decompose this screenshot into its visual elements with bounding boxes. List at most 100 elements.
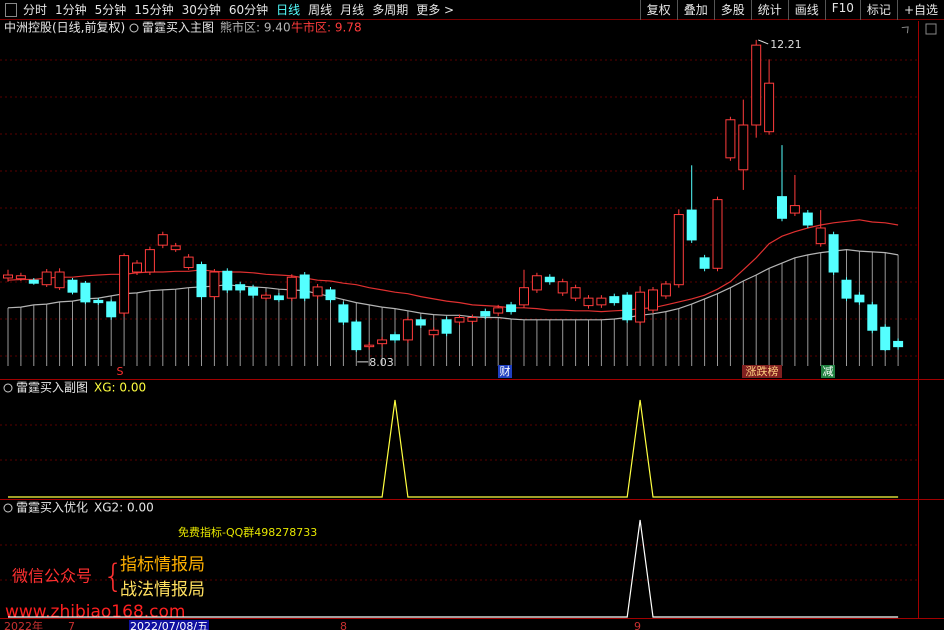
bear-zone: 熊市区: 9.40 xyxy=(220,20,291,35)
candle-body xyxy=(467,317,478,322)
tool-button[interactable]: 叠加 xyxy=(676,0,714,20)
qq-note: 免费指标-QQ群498278733 xyxy=(178,525,317,539)
sub-readout: XG: 0.00 xyxy=(94,381,146,395)
promo-line: 战法情报局 xyxy=(120,580,205,600)
event-bg xyxy=(821,365,835,378)
collapse-icon[interactable] xyxy=(129,23,139,33)
tool-button[interactable]: 统计 xyxy=(750,0,788,20)
candle-body xyxy=(519,287,529,306)
date-cursor-bg xyxy=(129,620,209,630)
event-marker: 涨跌榜 xyxy=(746,364,779,378)
candle-body xyxy=(325,289,336,301)
candle-body xyxy=(454,317,465,323)
sub-title: 雷霆买入优化 xyxy=(16,501,88,515)
period-tabs: 分时 1分钟 5分钟 15分钟 30分钟 60分钟 日线 周线 月线 多周期 更多 > xyxy=(23,1,462,18)
candle-body xyxy=(828,234,839,273)
tool-button[interactable]: 多股 xyxy=(713,0,751,20)
period-tab[interactable]: 15分钟 xyxy=(134,3,174,17)
candle-body xyxy=(583,297,594,307)
candle-body xyxy=(93,299,104,304)
candle-body xyxy=(893,340,904,348)
period-tab[interactable]: 周线 xyxy=(308,3,333,17)
candle-body xyxy=(3,274,13,279)
candle-body xyxy=(235,284,246,291)
period-tab[interactable]: 多周期 xyxy=(372,3,409,17)
candle-body xyxy=(338,304,349,323)
candle-body xyxy=(28,279,39,284)
candle-body xyxy=(183,256,194,269)
candle-body xyxy=(377,339,388,345)
tool-button[interactable]: +自选 xyxy=(896,0,944,20)
candle-body xyxy=(106,301,117,318)
candle-body xyxy=(390,334,400,341)
candle-body xyxy=(854,294,865,303)
period-tab[interactable]: 5分钟 xyxy=(94,3,127,17)
date-label: 9 xyxy=(634,620,641,630)
candle-body xyxy=(312,286,323,297)
nav-icon[interactable] xyxy=(901,24,911,34)
candle-body xyxy=(660,283,671,297)
stock-name: 中洲控股(日线,前复权) xyxy=(4,20,125,35)
signal-line xyxy=(8,519,899,618)
tool-button[interactable]: 画线 xyxy=(787,0,825,20)
moving-average xyxy=(7,219,899,313)
candle-body xyxy=(751,44,762,126)
tool-button[interactable]: F10 xyxy=(824,0,860,20)
sub-title: 雷霆买入副图 xyxy=(16,381,88,395)
period-tab[interactable]: 月线 xyxy=(340,3,365,17)
event-marker: S xyxy=(117,365,124,378)
sub-readout: XG2: 0.00 xyxy=(94,501,154,515)
date-label: 8 xyxy=(340,620,347,630)
candle-body xyxy=(54,271,65,289)
candle-body xyxy=(196,264,207,298)
candle-body xyxy=(880,326,891,351)
period-tab[interactable]: 30分钟 xyxy=(181,3,221,17)
annotation-arrow xyxy=(758,39,769,45)
candle-body xyxy=(222,270,233,291)
candle-body xyxy=(428,329,439,336)
event-bg xyxy=(498,365,512,378)
candle-body xyxy=(635,291,646,323)
tool-button[interactable]: 标记 xyxy=(859,0,897,20)
candle-body xyxy=(738,124,749,171)
toolbar: 分时 1分钟 5分钟 15分钟 30分钟 60分钟 日线 周线 月线 多周期 更多 > 复权 叠加 多股… xyxy=(0,0,944,20)
date-label: 2022年 xyxy=(4,619,43,630)
candle-body xyxy=(802,212,813,226)
candle-body xyxy=(170,245,181,251)
period-tab[interactable]: 更多 > xyxy=(416,3,455,17)
candle-body xyxy=(286,276,297,299)
tool-button[interactable]: 复权 xyxy=(639,0,677,20)
menu-icon[interactable] xyxy=(5,2,17,17)
moving-average xyxy=(7,248,899,321)
candle-body xyxy=(402,319,413,341)
candle-body xyxy=(144,249,155,273)
period-tab[interactable]: 1分钟 xyxy=(55,3,87,17)
candle-body xyxy=(248,287,259,296)
period-tab[interactable]: 日线 xyxy=(276,3,301,17)
high-annotation: 12.21 xyxy=(770,38,802,51)
period-tab[interactable]: 60分钟 xyxy=(228,3,269,17)
candle-body xyxy=(41,271,52,286)
candle-body xyxy=(789,205,800,214)
event-marker: 减 xyxy=(823,365,834,378)
wechat-label: 微信公众号 xyxy=(12,567,92,586)
date-label: 7 xyxy=(68,620,75,630)
date-label: 2022/07/08/五 xyxy=(130,620,208,630)
candle-body xyxy=(119,255,130,314)
bull-zone: 牛市区: 9.78 xyxy=(291,20,362,35)
candle-body xyxy=(725,119,736,159)
collapse-icon[interactable] xyxy=(3,503,13,513)
candle-body xyxy=(764,82,775,133)
period-tab[interactable]: 分时 xyxy=(23,3,48,17)
candle-body xyxy=(273,295,284,301)
window-icon[interactable] xyxy=(925,23,937,35)
candle-body xyxy=(15,275,26,280)
collapse-icon[interactable] xyxy=(3,383,13,393)
candle-body xyxy=(441,319,452,334)
event-marker: 财 xyxy=(500,364,511,378)
candle-body xyxy=(648,289,658,311)
indicator-name: 雷霆买入主图 xyxy=(142,21,214,35)
candle-body xyxy=(699,257,710,269)
